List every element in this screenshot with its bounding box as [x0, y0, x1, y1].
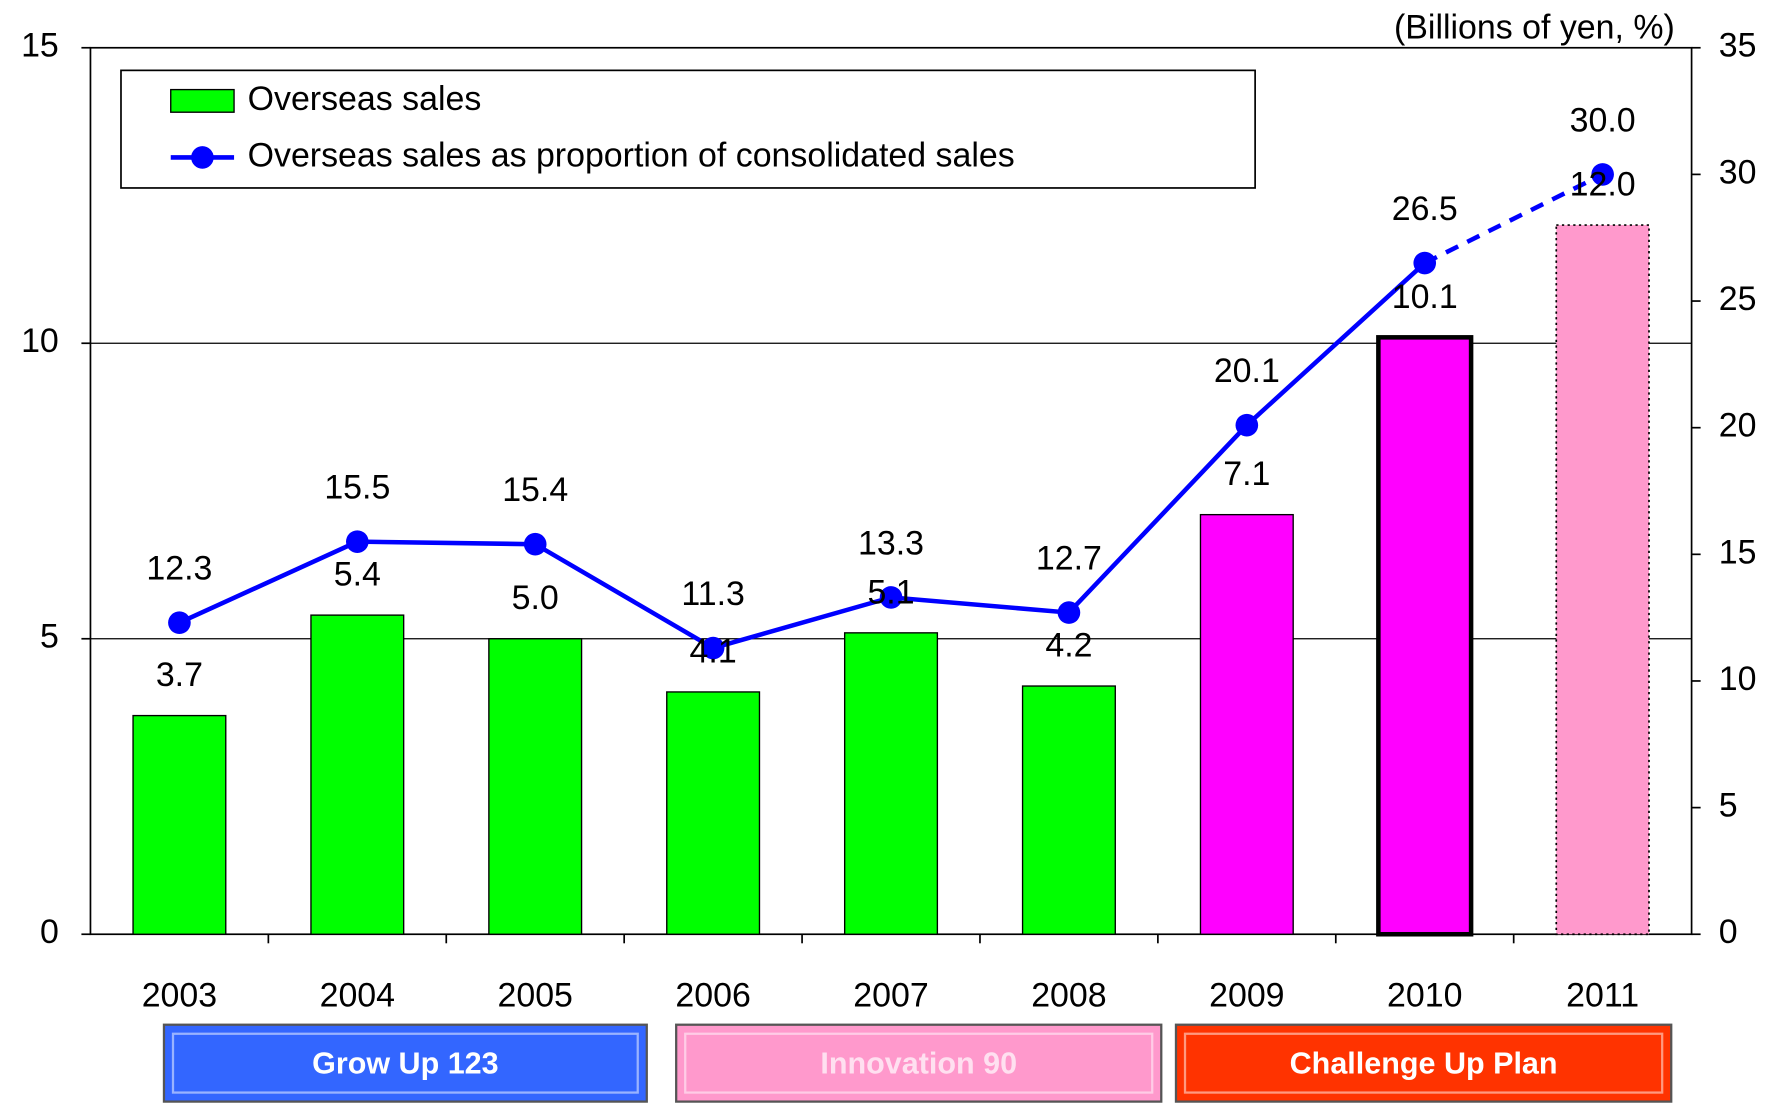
x-tick-label: 2003 [142, 977, 217, 1015]
data-label: 5.4 [334, 556, 381, 594]
data-label: 11.3 [681, 575, 744, 613]
y-tick-label: 5 [40, 618, 59, 656]
marker [879, 586, 903, 609]
bar [310, 614, 405, 935]
unit-label: (Billions of yen, %) [1394, 9, 1675, 47]
y2-tick-label: 35 [1719, 27, 1757, 65]
marker [346, 530, 369, 553]
x-tick-label: 2007 [853, 977, 928, 1015]
marker [1057, 601, 1081, 624]
data-label: 5.0 [512, 579, 559, 617]
line-dashed [1423, 172, 1604, 266]
marker [1413, 251, 1437, 275]
data-label: 15.4 [502, 471, 568, 509]
y2-tick-label: 10 [1719, 660, 1757, 698]
bar [1199, 513, 1294, 935]
data-label: 4.1 [690, 632, 737, 670]
marker [1235, 413, 1259, 437]
plan-label: Innovation 90 [820, 1046, 1017, 1080]
bar [1021, 685, 1116, 935]
plan-box [1174, 1023, 1673, 1103]
marker [701, 636, 725, 660]
data-label: 4.2 [1045, 627, 1092, 665]
data-label: 13.3 [858, 524, 924, 562]
marker [1591, 163, 1614, 186]
bar [1376, 335, 1474, 937]
data-label: 7.1 [1223, 455, 1270, 493]
y2-tick-label: 5 [1719, 787, 1738, 825]
y2-tick-label: 25 [1719, 280, 1757, 318]
plan-box [162, 1023, 648, 1103]
plan-bevel [171, 1032, 639, 1094]
data-label: 3.7 [156, 656, 203, 694]
legend-label: Overseas sales as proportion of consolid… [248, 136, 1015, 174]
x-tick-label: 2011 [1566, 977, 1639, 1015]
x-tick-label: 2005 [497, 977, 572, 1015]
plan-box [675, 1023, 1163, 1103]
plan-bevel [1183, 1032, 1664, 1094]
plan-bevel [684, 1032, 1154, 1094]
y-tick-label: 15 [21, 27, 59, 65]
data-label: 30.0 [1570, 101, 1636, 139]
data-label: 12.7 [1036, 540, 1102, 578]
bar [666, 691, 761, 935]
y2-tick-label: 20 [1719, 407, 1757, 445]
bar [1555, 224, 1650, 936]
x-tick-label: 2006 [675, 977, 750, 1015]
data-label: 12.3 [146, 550, 212, 588]
y-tick-label: 10 [21, 322, 59, 360]
plan-label: Grow Up 123 [312, 1046, 499, 1080]
data-label: 26.5 [1392, 190, 1458, 228]
data-label: 5.1 [867, 573, 914, 611]
y2-tick-label: 30 [1719, 153, 1757, 191]
marker [523, 532, 547, 556]
bar [488, 638, 583, 935]
bar [132, 714, 227, 935]
legend-box [120, 69, 1256, 189]
data-label: 20.1 [1214, 352, 1280, 390]
line [178, 261, 1427, 651]
bar [843, 632, 939, 935]
x-tick-label: 2004 [320, 977, 395, 1015]
legend-label: Overseas sales [248, 80, 482, 118]
legend-swatch [170, 88, 235, 113]
x-tick-label: 2009 [1209, 977, 1284, 1015]
y2-tick-label: 0 [1719, 913, 1738, 951]
plan-label: Challenge Up Plan [1290, 1046, 1558, 1080]
data-label: 12.0 [1570, 166, 1636, 204]
legend-marker [191, 146, 214, 169]
y-tick-label: 0 [40, 913, 59, 951]
marker [168, 611, 191, 635]
x-tick-label: 2008 [1031, 977, 1106, 1015]
data-label: 15.5 [324, 469, 390, 507]
y2-tick-label: 15 [1719, 533, 1757, 571]
x-tick-label: 2010 [1387, 977, 1462, 1015]
data-label: 10.1 [1392, 278, 1458, 316]
